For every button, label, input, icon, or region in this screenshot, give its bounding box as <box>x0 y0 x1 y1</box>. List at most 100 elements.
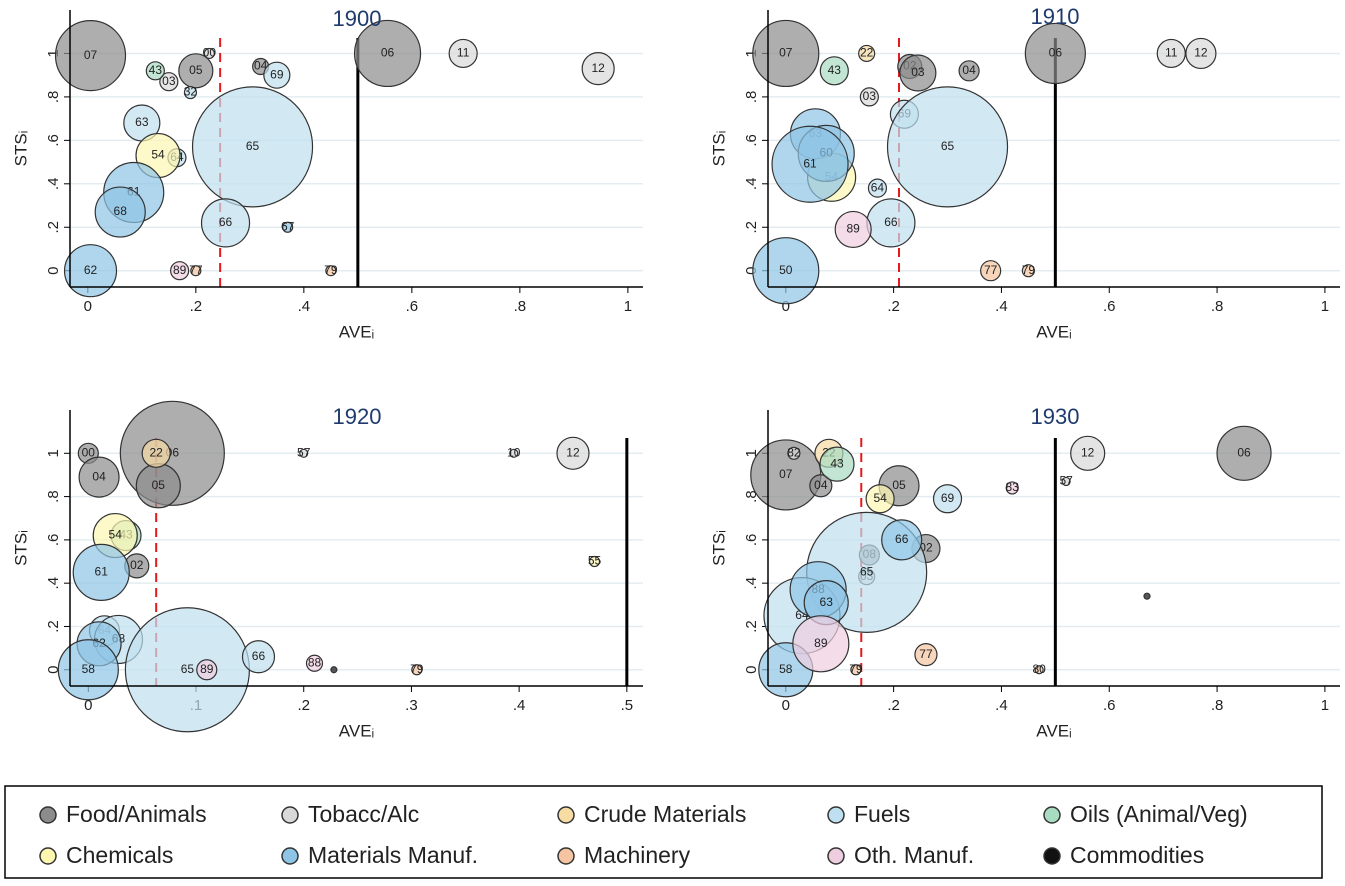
bubble <box>834 210 872 249</box>
legend-label: Chemicals <box>66 842 173 868</box>
legend-marker <box>827 847 845 865</box>
legend-label: Oth. Manuf. <box>854 842 974 868</box>
bubble <box>886 86 1009 208</box>
bubble-label: 06 <box>381 46 395 60</box>
bubble-label: 82 <box>787 445 801 459</box>
bubble <box>859 87 879 107</box>
y-axis-label: STSᵢ <box>709 530 728 566</box>
chart-title: 1910 <box>1031 4 1080 29</box>
legend-marker <box>281 806 299 824</box>
bubble-label: 00 <box>203 46 217 60</box>
y-tick-label: .6 <box>45 534 62 547</box>
bubble <box>980 260 1002 282</box>
bubble <box>1216 425 1272 481</box>
legend-label: Tobacc/Alc <box>308 801 419 827</box>
bubble-label: 79 <box>410 662 424 676</box>
y-tick-label: 1 <box>45 449 62 457</box>
bubble-label: 77 <box>189 263 203 277</box>
bubble-label: 66 <box>252 649 266 663</box>
y-tick-label: .8 <box>45 91 62 104</box>
bubble <box>1061 476 1071 487</box>
bubble-label: 69 <box>941 491 955 505</box>
bubble-label: 61 <box>95 565 109 579</box>
x-tick-label: .4 <box>995 697 1008 714</box>
bubble <box>159 72 179 92</box>
bubble <box>556 436 590 470</box>
y-axis-label: STSᵢ <box>11 131 30 167</box>
bubble <box>899 54 937 92</box>
x-tick-label: .2 <box>887 697 900 714</box>
legend-marker <box>1043 847 1061 865</box>
bubble <box>54 20 127 92</box>
bubble-label: 04 <box>254 59 268 73</box>
bubble-label: 22 <box>149 445 163 459</box>
x-tick-label: .4 <box>298 298 311 315</box>
y-tick-label: .2 <box>45 620 62 633</box>
bubble <box>1185 37 1217 70</box>
bubble <box>932 484 963 514</box>
legend-label: Fuels <box>854 801 910 827</box>
bubble-label: 69 <box>270 67 284 81</box>
bubble-label: 65 <box>181 662 195 676</box>
bubble-label: 64 <box>871 180 885 194</box>
bubble <box>183 85 198 100</box>
bubble-label: 10 <box>507 445 521 459</box>
bubble-label: 04 <box>962 63 976 77</box>
legend-marker <box>557 806 575 824</box>
bubble-label: 67 <box>281 219 295 233</box>
bubble-label: 02 <box>130 558 144 572</box>
x-tick-label: 0 <box>782 697 790 714</box>
bubble-label: 55 <box>588 554 602 568</box>
y-axis-label: STSᵢ <box>709 131 728 167</box>
bubble <box>191 86 314 208</box>
bubble-label: 79 <box>849 662 863 676</box>
bubble <box>819 446 855 482</box>
bubble-label: 22 <box>860 46 874 60</box>
bubble-label: 06 <box>1237 445 1251 459</box>
x-tick-label: .5 <box>621 697 634 714</box>
bubble <box>1070 435 1106 471</box>
chart-title: 1920 <box>333 404 382 429</box>
y-tick-label: 0 <box>743 666 760 674</box>
bubble-label: 54 <box>109 528 123 542</box>
x-tick-label: .6 <box>1103 697 1116 714</box>
bubble <box>190 265 202 277</box>
y-tick-label: 0 <box>743 267 760 275</box>
y-tick-label: 0 <box>45 267 62 275</box>
y-tick-label: .8 <box>45 490 62 503</box>
x-tick-label: .6 <box>406 298 419 315</box>
bubble <box>178 53 214 89</box>
bubble-label: 04 <box>92 469 106 483</box>
bubble-label: 11 <box>457 46 470 60</box>
legend-marker <box>557 847 575 865</box>
bubble-label: 79 <box>324 263 338 277</box>
y-tick-label: 1 <box>743 49 760 57</box>
bubble-label: 43 <box>828 63 842 77</box>
bubble-label: 03 <box>863 89 877 103</box>
bubble-label: 57 <box>297 445 311 459</box>
bubble-label: 77 <box>919 647 933 661</box>
bubble <box>1005 481 1019 495</box>
y-tick-label: .4 <box>743 178 760 191</box>
bubble <box>94 186 146 238</box>
bubble <box>282 221 294 233</box>
bubble <box>145 61 165 81</box>
bubble-label: 58 <box>779 662 793 676</box>
y-tick-label: .4 <box>743 577 760 590</box>
bubble <box>914 643 938 667</box>
bubble <box>509 448 519 458</box>
bubble-label: 00 <box>82 445 96 459</box>
bubble <box>809 474 833 498</box>
bubble <box>865 484 895 514</box>
y-tick-label: .2 <box>743 620 760 633</box>
bubble-label: 54 <box>151 148 165 162</box>
bubble <box>1143 592 1151 600</box>
x-tick-label: 0 <box>782 298 790 315</box>
x-tick-label: .2 <box>887 298 900 315</box>
y-tick-label: 1 <box>45 49 62 57</box>
bubble-label: 66 <box>219 215 233 229</box>
bubble-label: 66 <box>884 215 898 229</box>
legend-marker <box>39 847 57 865</box>
bubble <box>752 19 820 88</box>
